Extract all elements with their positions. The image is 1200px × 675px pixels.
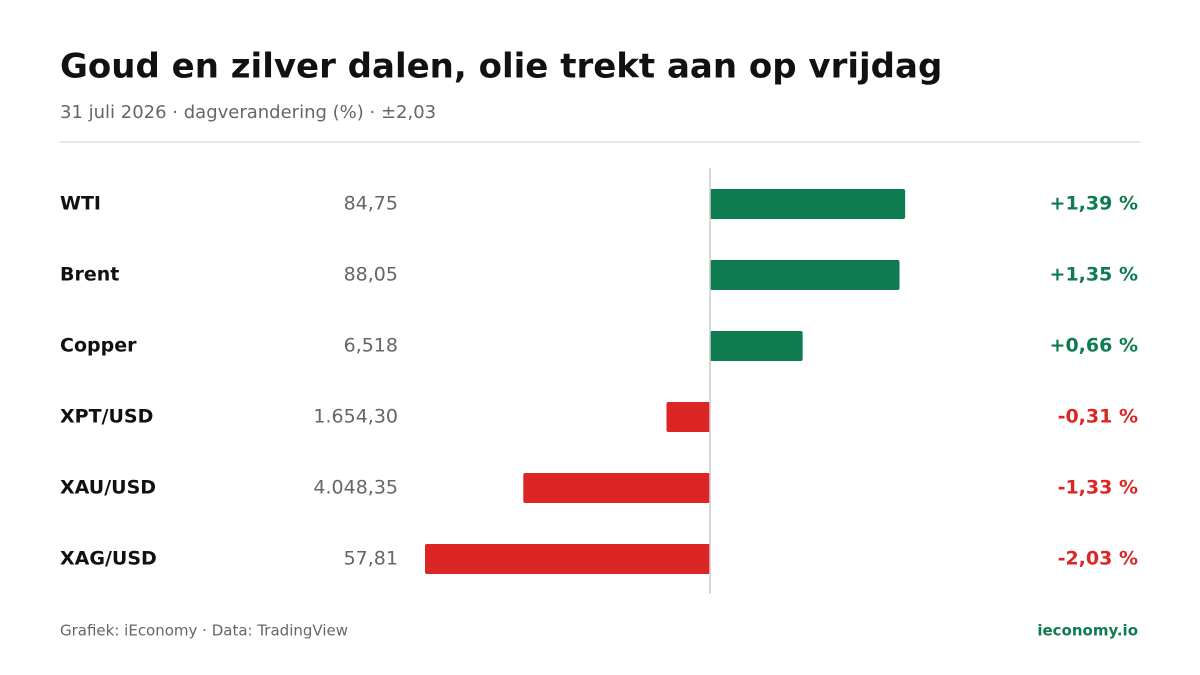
value-label: -2,03 % bbox=[1058, 548, 1138, 570]
bar bbox=[710, 260, 900, 290]
value-label: +1,35 % bbox=[1050, 264, 1138, 286]
price-label: 88,05 bbox=[344, 264, 398, 286]
source: Grafiek: iEconomy · Data: TradingView bbox=[60, 622, 348, 640]
category-label: WTI bbox=[60, 193, 101, 215]
price-label: 1.654,30 bbox=[313, 406, 398, 428]
price-label: 4.048,35 bbox=[313, 477, 398, 499]
category-label: XAU/USD bbox=[60, 477, 156, 499]
value-label: -0,31 % bbox=[1058, 406, 1138, 428]
value-label: +1,39 % bbox=[1050, 193, 1138, 215]
bar bbox=[523, 473, 710, 503]
price-label: 84,75 bbox=[344, 193, 398, 215]
value-label: -1,33 % bbox=[1058, 477, 1138, 499]
bar bbox=[425, 544, 710, 574]
category-label: XAG/USD bbox=[60, 548, 157, 570]
subtitle: 31 juli 2026 · dagverandering (%) · ±2,0… bbox=[60, 102, 436, 123]
category-label: Brent bbox=[60, 264, 119, 286]
price-label: 6,518 bbox=[344, 335, 398, 357]
category-label: Copper bbox=[60, 335, 137, 357]
bar bbox=[710, 331, 803, 361]
brand: ieconomy.io bbox=[1037, 622, 1138, 640]
value-label: +0,66 % bbox=[1050, 335, 1138, 357]
price-label: 57,81 bbox=[344, 548, 398, 570]
chart-title: Goud en zilver dalen, olie trekt aan op … bbox=[60, 47, 942, 87]
category-label: XPT/USD bbox=[60, 406, 153, 428]
bar bbox=[666, 402, 710, 432]
bar bbox=[710, 189, 906, 219]
